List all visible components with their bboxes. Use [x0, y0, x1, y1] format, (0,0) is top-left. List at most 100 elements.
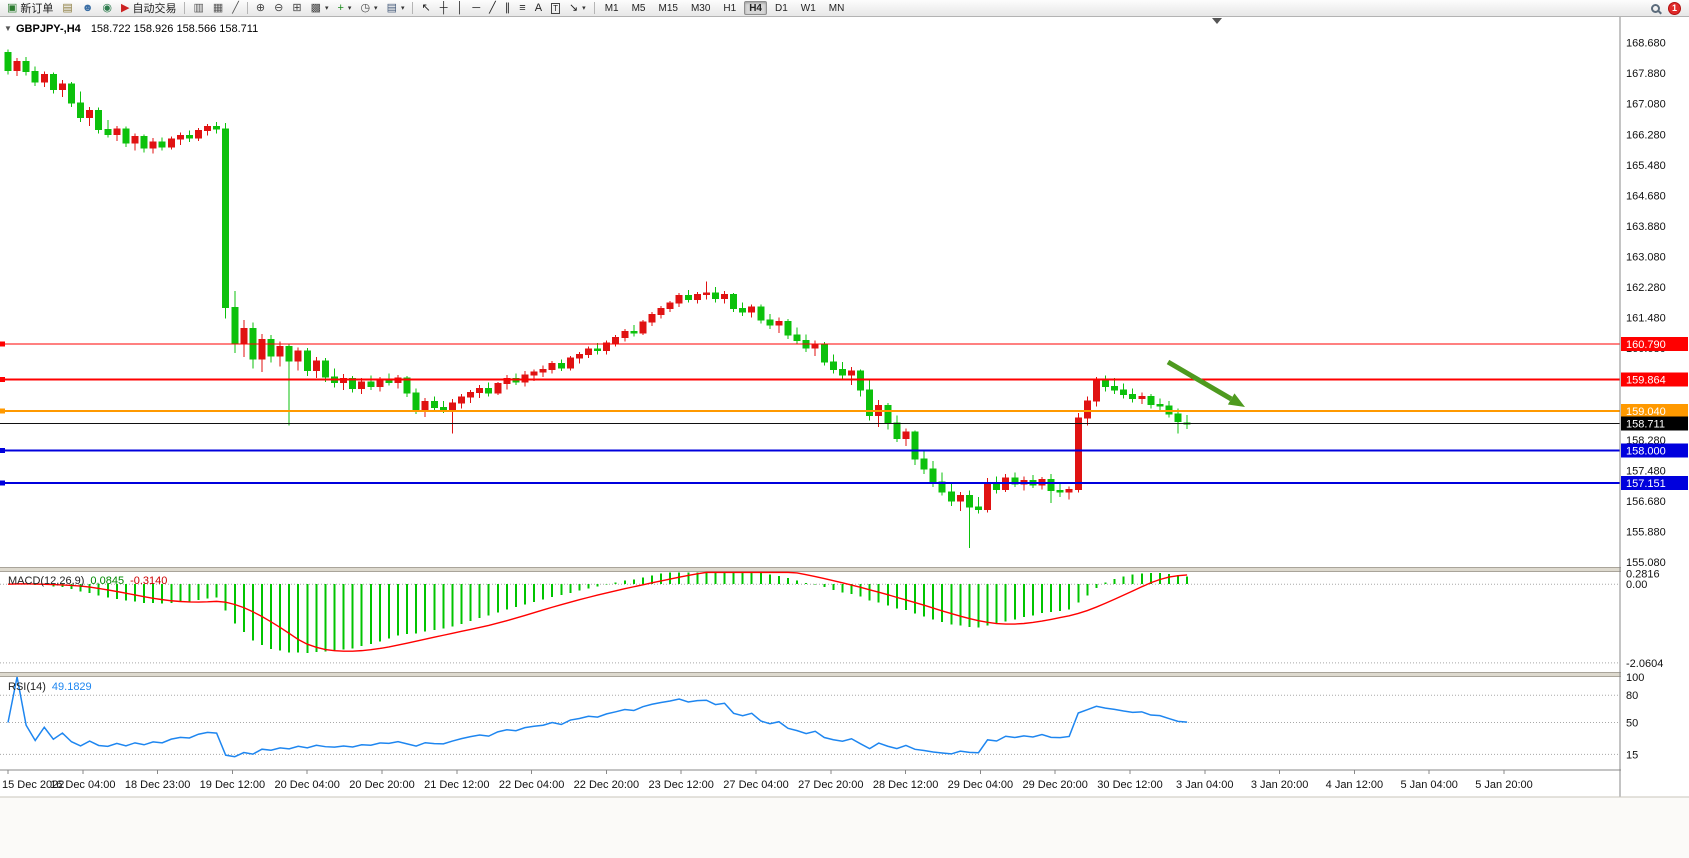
auto-trading-button[interactable]: ▶ 自动交易 — [117, 1, 180, 16]
time-axis-label: 22 Dec 20:00 — [574, 779, 639, 791]
time-axis-label: 22 Dec 04:00 — [499, 779, 564, 791]
chart-window: MACD(12,26,9) 0.0845 -0.3140 RSI(14) 49.1829… — [0, 17, 1689, 858]
tile-windows-button[interactable]: ⊞ — [288, 1, 305, 16]
toolbar-separator — [593, 2, 595, 14]
bars-chart-icon: ▥ — [193, 1, 204, 14]
timeframe-button-M1[interactable]: M1 — [604, 2, 619, 14]
horizontal-line-icon: ─ — [472, 1, 481, 14]
time-axis-label: 19 Dec 12:00 — [200, 779, 265, 791]
time-axis-label: 5 Jan 20:00 — [1475, 779, 1533, 791]
trendline-icon: ╱ — [489, 1, 496, 14]
timeframe-button-M30[interactable]: M30 — [690, 2, 711, 14]
macd-pane: MACD(12,26,9) 0.0845 -0.3140 — [0, 571, 1620, 664]
new-order-button[interactable]: ▣ 新订单 — [3, 1, 57, 16]
time-axis-label: 16 Dec 04:00 — [50, 779, 115, 791]
price-axis-label: 168.680 — [1626, 38, 1666, 50]
text-label-button[interactable]: T — [547, 1, 564, 16]
timeframe-button-M5[interactable]: M5 — [631, 2, 646, 14]
new-order-icon: ▣ — [7, 1, 18, 14]
price-tag — [1621, 443, 1688, 458]
new-order-label: 新订单 — [20, 3, 54, 15]
search-icon[interactable] — [1651, 3, 1660, 13]
profiles-button[interactable]: ☻ — [78, 1, 98, 16]
text-button[interactable]: A — [531, 1, 546, 16]
timeframe-button-M15[interactable]: M15 — [658, 2, 678, 14]
zoom-in-icon: ⊕ — [255, 1, 266, 14]
price-tag — [1621, 372, 1688, 387]
price-axis-label: 165.480 — [1626, 160, 1666, 172]
time-axis-label: 27 Dec 04:00 — [723, 779, 788, 791]
timeframe-button-D1[interactable]: D1 — [775, 2, 788, 14]
time-axis-label: 3 Jan 20:00 — [1251, 779, 1309, 791]
cursor-button[interactable]: ↖ — [417, 1, 434, 16]
chart-canvas[interactable]: MACD(12,26,9) 0.0845 -0.3140 RSI(14) 49.1829… — [0, 17, 1689, 858]
symbol-dropdown-icon[interactable]: ▼ — [4, 24, 12, 33]
timeframe-button-H4[interactable]: H4 — [744, 1, 767, 15]
candlestick-series — [4, 49, 1191, 548]
time-axis-label: 20 Dec 04:00 — [274, 779, 339, 791]
auto-trading-icon: ▶ — [121, 1, 130, 14]
zoom-out-button[interactable]: ⊖ — [270, 1, 287, 16]
toolbar-separator — [246, 2, 248, 14]
time-axis-label: 28 Dec 12:00 — [873, 779, 938, 791]
timeframe-button-W1[interactable]: W1 — [800, 2, 816, 14]
macd-scale-label: 0.00 — [1626, 579, 1647, 591]
price-axis-label: 162.280 — [1626, 282, 1666, 294]
zoom-in-button[interactable]: ⊕ — [252, 1, 269, 16]
indicators-button[interactable]: + ▾ — [333, 1, 355, 16]
equidistant-channel-button[interactable]: ∥ — [501, 1, 515, 16]
horizontal-line-objects[interactable] — [0, 341, 1620, 486]
line-anchor-icon — [0, 448, 5, 454]
horizontal-line-button[interactable]: ─ — [468, 1, 484, 16]
vertical-line-icon: │ — [456, 1, 464, 14]
trendline-button[interactable]: ╱ — [485, 1, 500, 16]
toolbar-left-icons: ▤ ☻ ◉ — [58, 1, 116, 16]
toolbar: ▣ 新订单 ▤ ☻ ◉ ▶ 自动交易 ▥ ▦ ╱ ⊕ ⊖ ⊞ ▩ ▾ + ▾ ◷ ▾ ▤ ▾ ↖ ┼ │ ─ ╱ ∥ ≡ A T… — [0, 0, 1689, 17]
toolbar-chart-tools: ▥ ▦ ╱ ⊕ ⊖ ⊞ ▩ ▾ + ▾ ◷ ▾ ▤ ▾ ↖ ┼ │ ─ ╱ ∥ ≡ A T ↘ ▾ — [189, 1, 597, 16]
crosshair-button[interactable]: ┼ — [436, 1, 452, 16]
line-chart-icon: ╱ — [232, 1, 239, 14]
trend-arrow-annotation[interactable] — [1166, 359, 1245, 407]
crosshair-icon: ┼ — [439, 1, 448, 14]
text-label-icon: T — [551, 2, 560, 14]
market-watch-button[interactable]: ◉ — [98, 1, 116, 16]
templates-icon: ▤ — [386, 1, 397, 14]
auto-arrange-button[interactable]: ▩ ▾ — [307, 1, 333, 16]
price-tag-label: 159.864 — [1626, 374, 1666, 386]
templates-button[interactable]: ▤ ▾ — [383, 1, 409, 16]
indicators-icon: + — [337, 1, 344, 14]
profiles-icon: ☻ — [81, 1, 94, 14]
timeframe-button-H1[interactable]: H1 — [723, 2, 737, 14]
candlestick-chart-button[interactable]: ▦ — [209, 1, 227, 16]
time-axis-label: 4 Jan 12:00 — [1326, 779, 1384, 791]
rsi-scale-label: 80 — [1626, 690, 1638, 702]
fibonacci-button[interactable]: ≡ — [515, 1, 529, 16]
periods-button[interactable]: ◷ ▾ — [356, 1, 381, 16]
arrows-button[interactable]: ↘ ▾ — [565, 1, 590, 16]
price-axis[interactable]: 168.680 167.880 167.080 166.280 165.480 164.6… — [1619, 17, 1689, 797]
pane-splitter[interactable] — [0, 567, 1689, 572]
ohlc-readout: 158.722 158.926 158.566 158.711 — [91, 23, 258, 35]
time-axis-label: 18 Dec 23:00 — [125, 779, 190, 791]
time-axis-label: 30 Dec 12:00 — [1097, 779, 1162, 791]
timeframe-button-MN[interactable]: MN — [828, 2, 845, 14]
chart-window-button[interactable]: ▤ — [58, 1, 76, 16]
time-axis-label: 3 Jan 04:00 — [1176, 779, 1234, 791]
chart-shift-marker-icon[interactable] — [1212, 18, 1222, 24]
text-icon: A — [534, 1, 543, 14]
line-chart-button[interactable]: ╱ — [228, 1, 243, 16]
rsi-line — [7, 676, 1188, 758]
pane-splitter[interactable] — [0, 672, 1689, 677]
toolbar-right: 1 — [1651, 1, 1686, 15]
dropdown-caret-icon: ▾ — [374, 5, 378, 12]
toolbar-separator — [412, 2, 414, 14]
vertical-line-button[interactable]: │ — [453, 1, 468, 16]
price-tag-label: 158.711 — [1626, 418, 1665, 430]
price-axis-label: 167.880 — [1626, 68, 1666, 80]
rsi-label: RSI(14) 49.1829 — [8, 681, 92, 693]
notification-badge[interactable]: 1 — [1668, 1, 1681, 15]
symbol-period-label: GBPJPY-,H4 — [16, 23, 82, 35]
bars-chart-button[interactable]: ▥ — [189, 1, 207, 16]
